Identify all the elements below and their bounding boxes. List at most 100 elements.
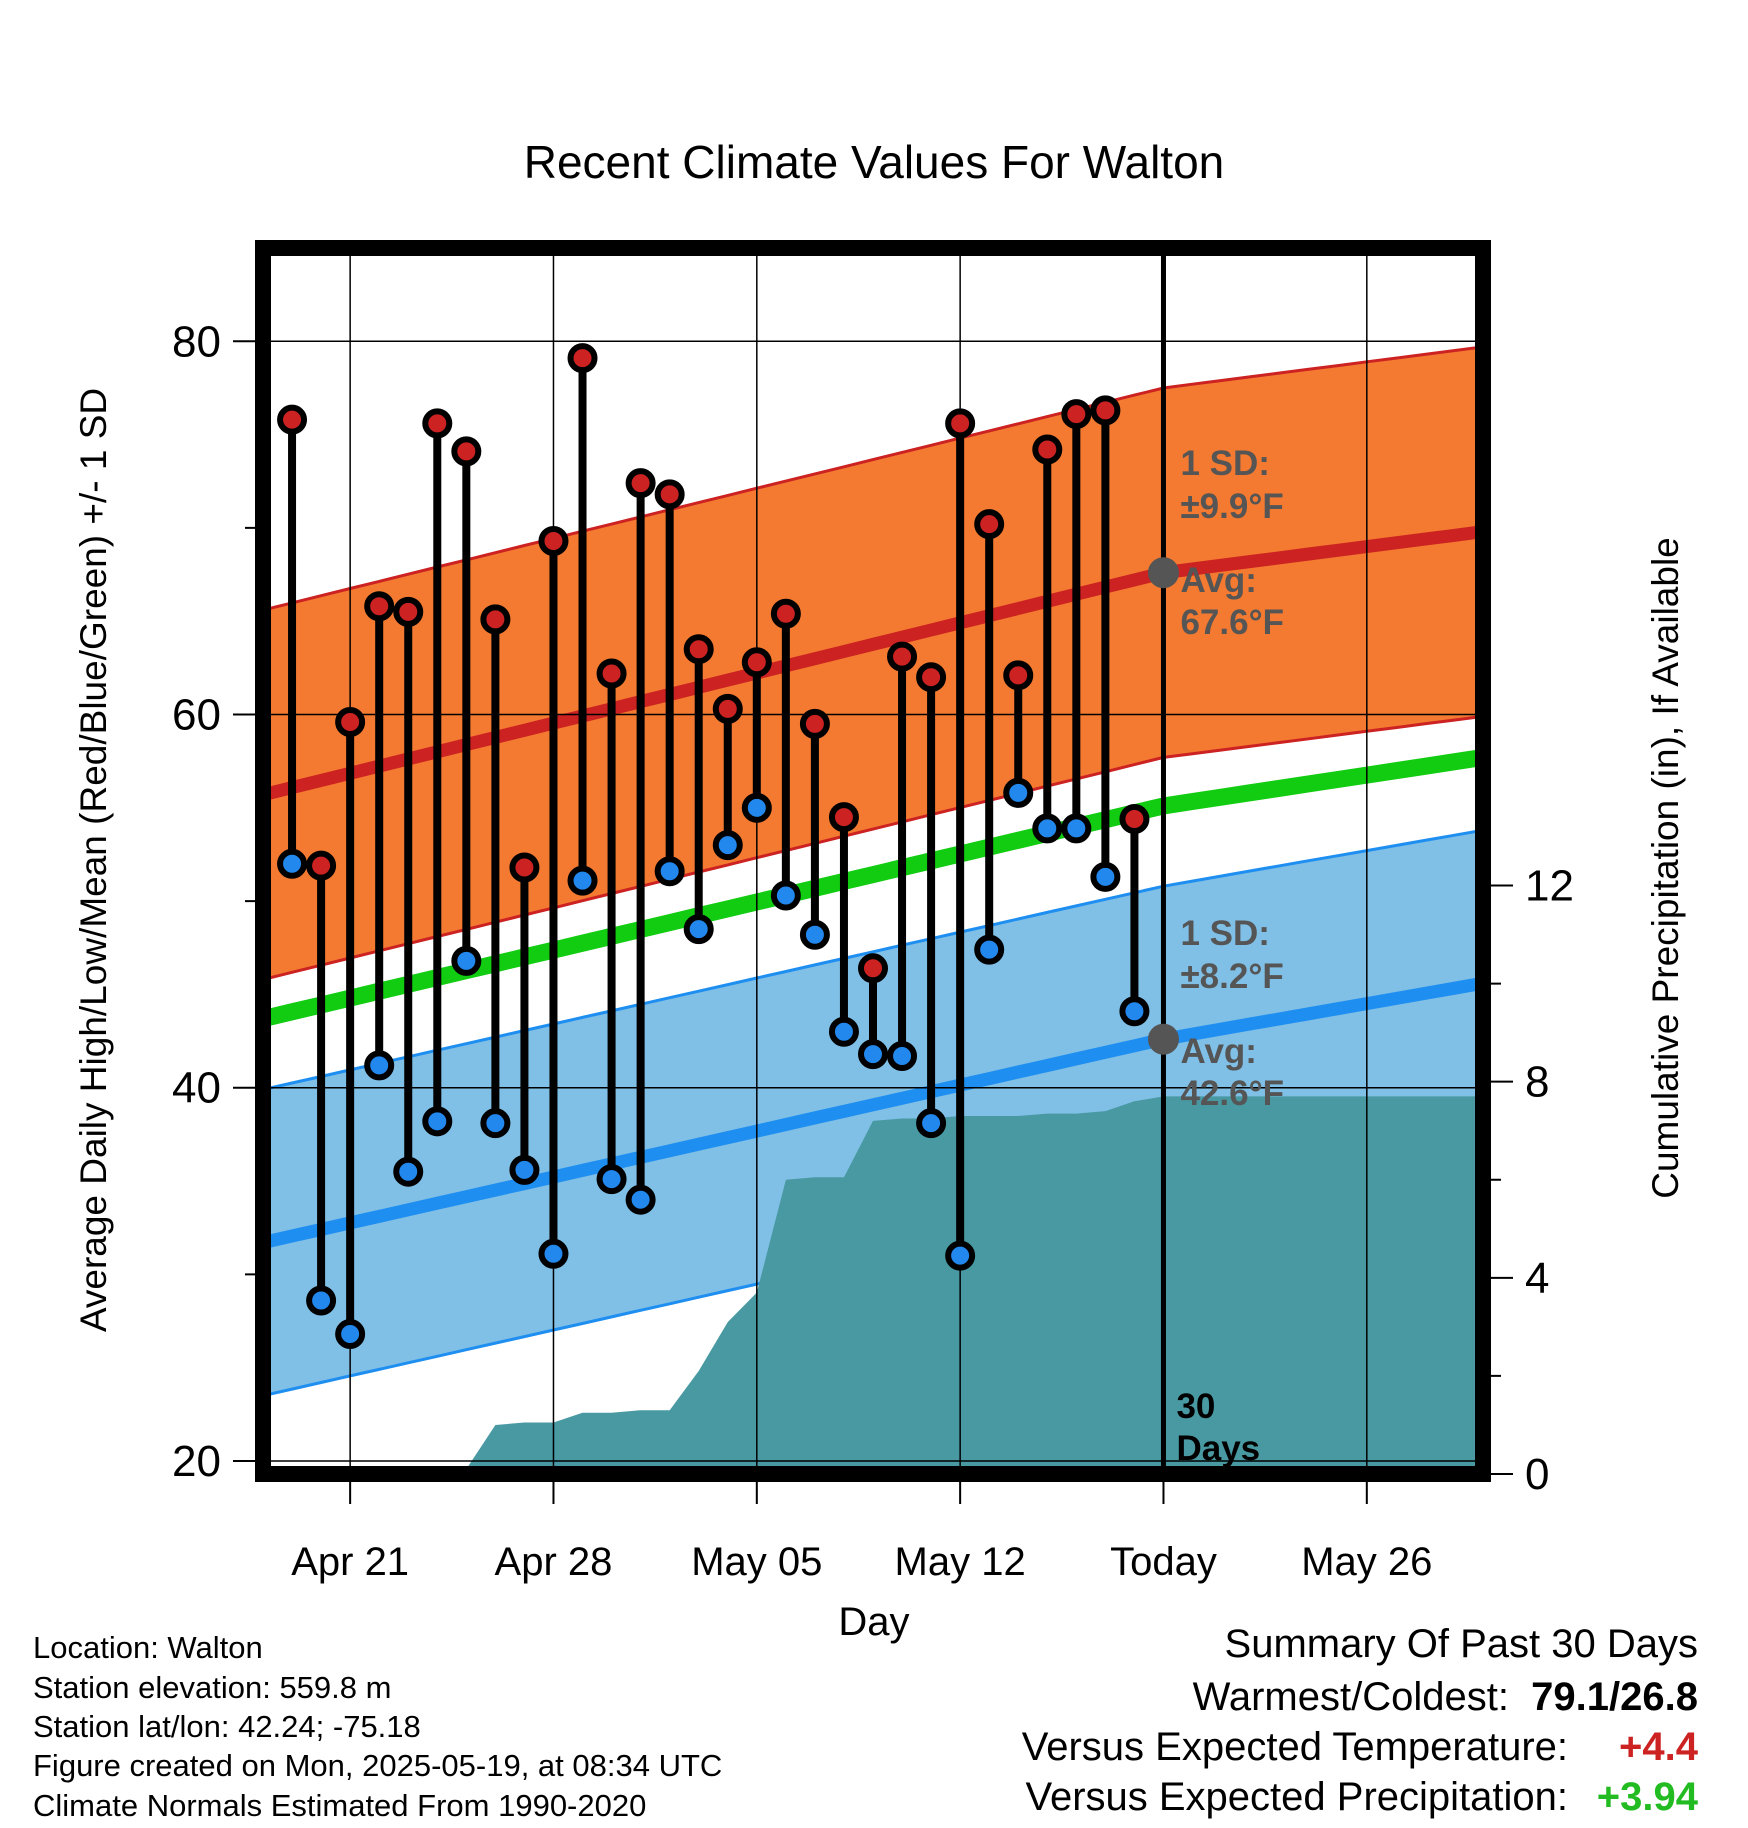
high-point (1032, 434, 1063, 465)
low-point (1119, 996, 1150, 1027)
x-tick-label: Apr 21 (291, 1540, 409, 1584)
high-point (1061, 399, 1092, 430)
high-point (335, 706, 366, 737)
footer-created: Figure created on Mon, 2025-05-19, at 08… (33, 1748, 723, 1783)
high-point (741, 647, 772, 678)
summary-extremes-label: Warmest/Coldest: (1192, 1675, 1509, 1719)
plot-frame (255, 240, 1491, 1482)
high-point (945, 408, 976, 439)
footer-latlon: Station lat/lon: 42.24; -75.18 (33, 1709, 421, 1744)
high-sd-label: 1 SD: (1180, 444, 1269, 483)
low-point (799, 919, 830, 950)
y2-tick-label: 12 (1525, 862, 1574, 911)
low-normal-avg-line (263, 976, 1483, 1249)
footer-normals: Climate Normals Estimated From 1990-2020 (33, 1788, 647, 1823)
low-point (596, 1164, 627, 1195)
low-point (741, 792, 772, 823)
summary-temp-label: Versus Expected Temperature: (1021, 1725, 1568, 1769)
low-point (335, 1319, 366, 1350)
high-point (306, 850, 337, 881)
high-point (422, 408, 453, 439)
low-point (654, 856, 685, 887)
x-tick-label: Apr 28 (495, 1540, 613, 1584)
y-tick-label: 80 (172, 317, 221, 366)
summary-precip-label: Versus Expected Precipitation: (1025, 1775, 1568, 1819)
high-point (799, 708, 830, 739)
high-avg-label: Avg: (1180, 561, 1256, 600)
high-point (1119, 804, 1150, 835)
low-normal-band-upper-edge (263, 828, 1483, 1092)
x-tick-label: May 26 (1301, 1540, 1432, 1584)
low-point (916, 1108, 947, 1139)
low-point (683, 914, 714, 945)
today-high-avg-marker (1147, 557, 1179, 589)
summary-precip-value: +3.94 (1596, 1775, 1698, 1819)
high-point (364, 591, 395, 622)
low-point (567, 865, 598, 896)
high-avg-value: 67.6°F (1180, 603, 1284, 642)
high-point (567, 343, 598, 374)
y2-axis-label: Cumulative Precipitation (in), If Availa… (1645, 537, 1686, 1199)
x-tick-label: May 05 (691, 1540, 822, 1584)
y-tick-label: 40 (172, 1064, 221, 1113)
high-point (1003, 660, 1034, 691)
x-axis-label: Day (838, 1600, 909, 1644)
high-point (509, 852, 540, 883)
high-sd-value: ±9.9°F (1180, 487, 1283, 526)
today-low-avg-marker (1147, 1023, 1179, 1055)
x-tick-label: May 12 (895, 1540, 1026, 1584)
high-point (480, 604, 511, 635)
y-axis-label: Average Daily High/Low/Mean (Red/Blue/Gr… (73, 388, 114, 1332)
low-point (1003, 777, 1034, 808)
low-point (509, 1154, 540, 1185)
low-point (1032, 813, 1063, 844)
low-point (422, 1106, 453, 1137)
high-point (625, 468, 656, 499)
low-point (858, 1039, 888, 1070)
high-point (974, 509, 1005, 540)
high-point (596, 658, 627, 689)
high-point (393, 596, 424, 627)
high-point (828, 802, 859, 833)
summary-title: Summary Of Past 30 Days (1224, 1622, 1698, 1666)
high-point (712, 693, 743, 724)
y-tick-label: 20 (172, 1437, 221, 1486)
low-point (480, 1108, 511, 1139)
high-point (277, 404, 308, 435)
low-sd-label: 1 SD: (1180, 914, 1269, 953)
today-days-label-1: 30 (1176, 1387, 1215, 1426)
low-sd-value: ±8.2°F (1180, 957, 1283, 996)
chart-title: Recent Climate Values For Walton (524, 136, 1225, 188)
low-point (306, 1285, 337, 1316)
high-normal-band (263, 346, 1483, 980)
low-avg-label: Avg: (1180, 1032, 1256, 1071)
high-point (858, 953, 888, 984)
high-point (770, 598, 801, 629)
low-point (974, 934, 1005, 965)
high-point (538, 525, 569, 556)
footer-elevation: Station elevation: 559.8 m (33, 1670, 392, 1705)
low-point (712, 830, 743, 861)
y2-tick-label: 4 (1525, 1254, 1549, 1303)
low-point (364, 1050, 395, 1081)
low-point (1090, 861, 1121, 892)
today-days-label-2: Days (1176, 1429, 1260, 1468)
x-tick-label: Today (1110, 1540, 1217, 1584)
high-point (683, 634, 714, 665)
y-tick-label: 60 (172, 691, 221, 740)
high-point (451, 436, 482, 467)
summary-extremes-value: 79.1/26.8 (1531, 1675, 1698, 1719)
precipitation-area (263, 1096, 1483, 1474)
high-point (887, 641, 918, 672)
low-point (828, 1016, 859, 1047)
low-point (451, 945, 482, 976)
high-point (916, 662, 947, 693)
low-point (1061, 813, 1092, 844)
footer-location: Location: Walton (33, 1630, 263, 1665)
summary-precipitation: Versus Expected Precipitation: +3.94 (1025, 1775, 1698, 1820)
low-point (770, 880, 801, 911)
low-point (887, 1041, 918, 1072)
low-avg-value: 42.6°F (1180, 1074, 1284, 1113)
